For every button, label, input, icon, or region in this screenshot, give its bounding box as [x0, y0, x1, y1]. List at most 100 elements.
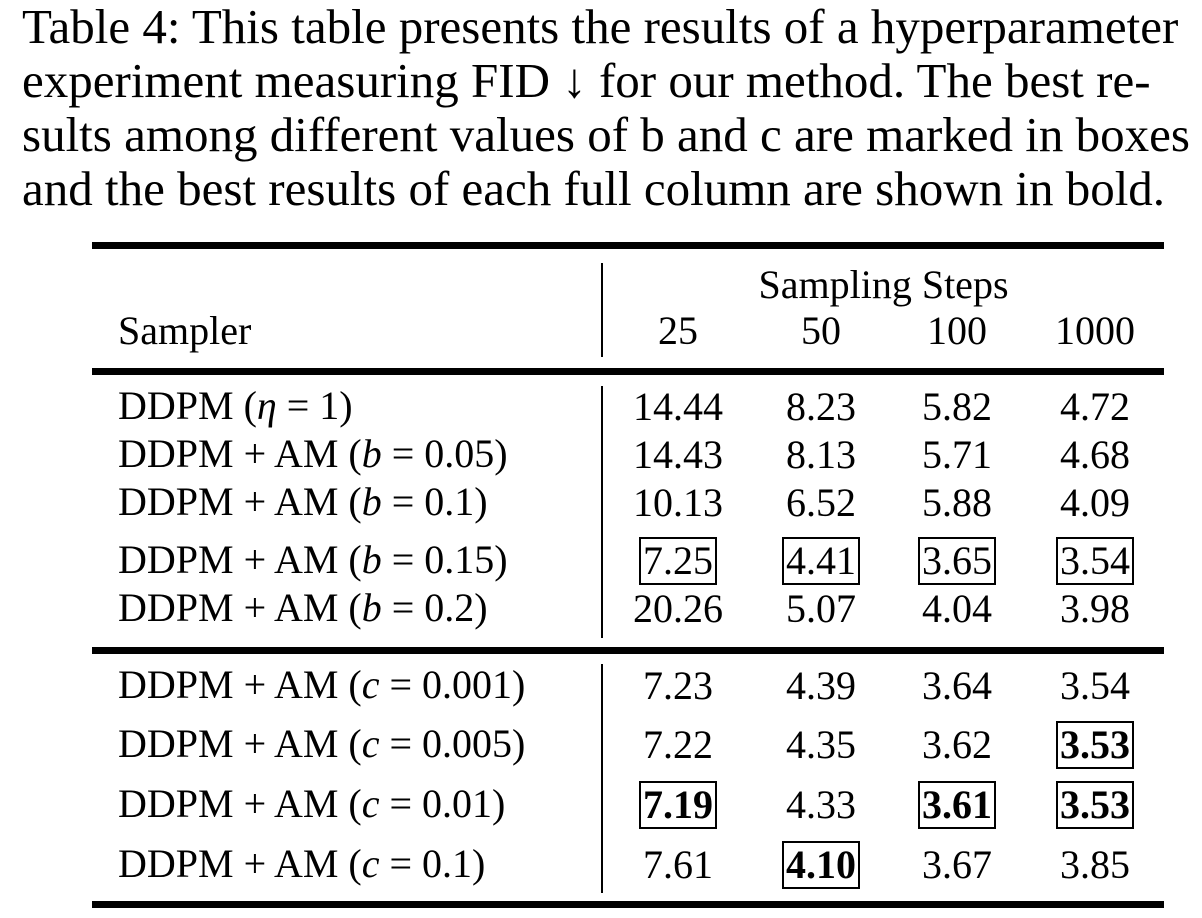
- sampler-setting: = 0.001): [379, 662, 526, 707]
- group-rule: [92, 647, 1164, 654]
- fid-cell: 3.61: [887, 781, 1027, 829]
- table-caption: Table 4: This table presents the results…: [22, 0, 1202, 216]
- sampler-label: DDPM + AM (c = 0.005): [118, 721, 525, 767]
- sampler-label: DDPM + AM (b = 0.15): [118, 537, 508, 583]
- fid-value: 3.53: [1056, 781, 1134, 829]
- fid-cell: 7.22: [608, 721, 748, 767]
- sampler-setting: = 0.005): [379, 721, 526, 766]
- sampler-label: DDPM + AM (b = 0.05): [118, 431, 508, 477]
- fid-cell: 4.33: [751, 781, 891, 827]
- caption-line: sults among different values of b and c …: [22, 107, 1190, 162]
- step-header: 100: [927, 308, 987, 353]
- fid-cell: 3.54: [1025, 662, 1165, 708]
- fid-cell: 3.65: [887, 537, 1027, 585]
- fid-value: 7.19: [639, 781, 717, 829]
- fid-cell: 3.54: [1025, 537, 1165, 585]
- sampler-prefix: DDPM + AM (: [118, 662, 362, 707]
- sampler-variable: c: [361, 841, 380, 886]
- fid-value: 4.04: [922, 586, 992, 631]
- fid-cell: 4.35: [751, 721, 891, 767]
- fid-value: 3.98: [1060, 586, 1130, 631]
- fid-value: 3.54: [1060, 663, 1130, 708]
- fid-value: 3.53: [1056, 721, 1134, 769]
- fid-value: 5.82: [922, 384, 992, 429]
- fid-cell: 3.53: [1025, 721, 1165, 769]
- caption-line: and the best results of each full column…: [22, 161, 1166, 216]
- fid-value: 14.44: [633, 384, 723, 429]
- fid-cell: 8.23: [751, 383, 891, 429]
- fid-cell: 14.43: [608, 431, 748, 477]
- fid-value: 4.33: [786, 782, 856, 827]
- top-rule: [92, 242, 1164, 249]
- fid-cell: 7.23: [608, 662, 748, 708]
- step-header: 1000: [1055, 308, 1135, 353]
- fid-value: 7.61: [643, 842, 713, 887]
- fid-value: 4.09: [1060, 480, 1130, 525]
- fid-value: 4.68: [1060, 432, 1130, 477]
- fid-cell: 5.07: [751, 585, 891, 631]
- column-separator: [601, 664, 603, 893]
- sampler-variable: b: [361, 585, 382, 630]
- fid-value: 7.25: [639, 537, 717, 585]
- fid-value: 4.39: [786, 663, 856, 708]
- fid-cell: 3.62: [887, 721, 1027, 767]
- fid-value: 7.23: [643, 663, 713, 708]
- sampler-setting: = 1): [276, 383, 353, 428]
- fid-cell: 3.67: [887, 841, 1027, 887]
- fid-value: 20.26: [633, 586, 723, 631]
- sampler-header: Sampler: [118, 308, 252, 353]
- fid-value: 3.64: [922, 663, 992, 708]
- fid-cell: 4.10: [751, 841, 891, 889]
- sampler-prefix: DDPM + AM (: [118, 841, 362, 886]
- fid-value: 7.22: [643, 722, 713, 767]
- fid-value: 4.35: [786, 722, 856, 767]
- fid-cell: 4.04: [887, 585, 1027, 631]
- caption-line: experiment measuring FID ↓ for our metho…: [22, 53, 1151, 108]
- sampler-label: DDPM + AM (c = 0.01): [118, 781, 505, 827]
- fid-cell: 6.52: [751, 479, 891, 525]
- fid-value: 3.61: [918, 781, 996, 829]
- fid-value: 8.23: [786, 384, 856, 429]
- header-rule: [92, 368, 1164, 375]
- sampler-variable: b: [361, 537, 382, 582]
- fid-value: 5.07: [786, 586, 856, 631]
- step-header: 50: [801, 308, 841, 353]
- fid-cell: 14.44: [608, 383, 748, 429]
- step-header: 25: [658, 308, 698, 353]
- sampler-prefix: DDPM + AM (: [118, 781, 362, 826]
- fid-cell: 20.26: [608, 585, 748, 631]
- sampler-variable: c: [361, 781, 380, 826]
- fid-cell: 5.88: [887, 479, 1027, 525]
- fid-cell: 3.53: [1025, 781, 1165, 829]
- sampler-label: DDPM + AM (c = 0.1): [118, 841, 485, 887]
- fid-value: 6.52: [786, 480, 856, 525]
- fid-cell: 4.41: [751, 537, 891, 585]
- fid-value: 5.71: [922, 432, 992, 477]
- sampler-setting: = 0.01): [379, 781, 506, 826]
- sampler-prefix: DDPM + AM (: [118, 431, 362, 476]
- sampler-prefix: DDPM + AM (: [118, 585, 362, 630]
- fid-value: 3.85: [1060, 842, 1130, 887]
- caption-line: Table 4: This table presents the results…: [22, 0, 1179, 54]
- sampler-label: DDPM + AM (b = 0.2): [118, 585, 488, 631]
- sampling-steps-header: Sampling Steps: [758, 262, 1009, 307]
- fid-cell: 4.39: [751, 662, 891, 708]
- bottom-rule: [92, 901, 1164, 908]
- fid-value: 5.88: [922, 480, 992, 525]
- column-separator: [601, 386, 603, 638]
- sampler-variable: c: [361, 721, 380, 766]
- fid-cell: 5.71: [887, 431, 1027, 477]
- fid-cell: 4.09: [1025, 479, 1165, 525]
- fid-cell: 3.64: [887, 662, 1027, 708]
- sampler-prefix: DDPM + AM (: [118, 537, 362, 582]
- fid-value: 14.43: [633, 432, 723, 477]
- fid-cell: 5.82: [887, 383, 1027, 429]
- sampler-setting: = 0.05): [381, 431, 508, 476]
- fid-cell: 7.25: [608, 537, 748, 585]
- fid-value: 3.54: [1056, 537, 1134, 585]
- fid-cell: 3.98: [1025, 585, 1165, 631]
- sampler-prefix: DDPM + AM (: [118, 721, 362, 766]
- fid-value: 4.10: [782, 841, 860, 889]
- fid-value: 3.67: [922, 842, 992, 887]
- sampler-variable: c: [361, 662, 380, 707]
